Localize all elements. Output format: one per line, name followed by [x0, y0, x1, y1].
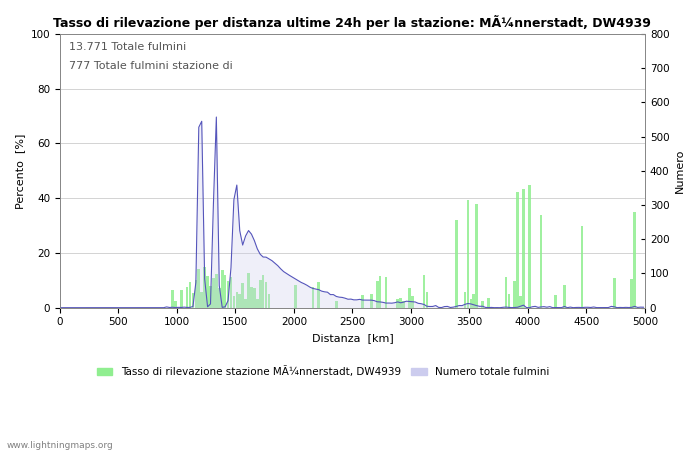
X-axis label: Distanza  [km]: Distanza [km]: [312, 333, 393, 343]
Bar: [370, 294, 372, 308]
Bar: [385, 277, 387, 308]
Bar: [294, 284, 297, 308]
Legend: Tasso di rilevazione stazione MÃ¼nnerstadt, DW4939, Numero totale fulmini: Tasso di rilevazione stazione MÃ¼nnersta…: [92, 362, 554, 382]
Bar: [481, 301, 484, 308]
Bar: [250, 287, 253, 308]
Bar: [235, 292, 238, 308]
Bar: [361, 296, 364, 308]
Bar: [522, 189, 525, 308]
Y-axis label: Percento  [%]: Percento [%]: [15, 133, 25, 208]
Bar: [232, 296, 235, 308]
Bar: [581, 225, 583, 308]
Bar: [487, 297, 490, 308]
Bar: [563, 284, 566, 308]
Title: Tasso di rilevazione per distanza ultime 24h per la stazione: MÃ¼nnerstadt, DW49: Tasso di rilevazione per distanza ultime…: [53, 15, 652, 30]
Bar: [505, 277, 508, 308]
Bar: [189, 283, 191, 308]
Bar: [253, 288, 256, 308]
Bar: [402, 301, 405, 308]
Bar: [631, 279, 633, 308]
Bar: [411, 297, 414, 308]
Bar: [224, 275, 226, 308]
Bar: [426, 292, 428, 308]
Bar: [513, 280, 516, 308]
Bar: [613, 278, 615, 308]
Bar: [256, 299, 258, 308]
Bar: [517, 192, 519, 308]
Bar: [227, 281, 230, 308]
Bar: [379, 276, 382, 308]
Bar: [408, 288, 411, 308]
Bar: [221, 270, 223, 308]
Bar: [399, 298, 402, 308]
Bar: [192, 293, 195, 308]
Bar: [172, 290, 174, 308]
Bar: [396, 299, 399, 308]
Bar: [312, 287, 314, 308]
Bar: [540, 215, 542, 308]
Bar: [239, 294, 241, 308]
Bar: [209, 287, 212, 308]
Bar: [195, 280, 197, 308]
Bar: [186, 287, 188, 308]
Bar: [267, 294, 270, 308]
Bar: [206, 276, 209, 308]
Bar: [528, 185, 531, 308]
Bar: [463, 292, 466, 308]
Bar: [470, 299, 473, 308]
Bar: [241, 283, 244, 308]
Bar: [197, 269, 200, 308]
Bar: [519, 296, 522, 308]
Bar: [200, 292, 203, 308]
Text: 13.771 Totale fulmini: 13.771 Totale fulmini: [69, 42, 186, 52]
Bar: [317, 282, 320, 308]
Bar: [634, 212, 636, 308]
Bar: [455, 220, 458, 308]
Bar: [230, 277, 232, 308]
Bar: [335, 301, 337, 308]
Bar: [262, 275, 265, 308]
Bar: [203, 267, 206, 308]
Bar: [215, 274, 218, 308]
Bar: [376, 281, 379, 308]
Text: www.lightningmaps.org: www.lightningmaps.org: [7, 441, 113, 450]
Bar: [554, 295, 557, 308]
Bar: [247, 273, 250, 308]
Bar: [473, 293, 475, 308]
Bar: [467, 200, 469, 308]
Bar: [423, 275, 426, 308]
Bar: [265, 282, 267, 308]
Bar: [508, 294, 510, 308]
Bar: [212, 279, 215, 308]
Bar: [218, 288, 220, 308]
Bar: [180, 290, 183, 308]
Bar: [259, 280, 262, 308]
Text: 777 Totale fulmini stazione di: 777 Totale fulmini stazione di: [69, 61, 232, 71]
Bar: [475, 204, 478, 308]
Bar: [174, 301, 176, 308]
Y-axis label: Numero: Numero: [675, 148, 685, 193]
Bar: [244, 299, 247, 308]
